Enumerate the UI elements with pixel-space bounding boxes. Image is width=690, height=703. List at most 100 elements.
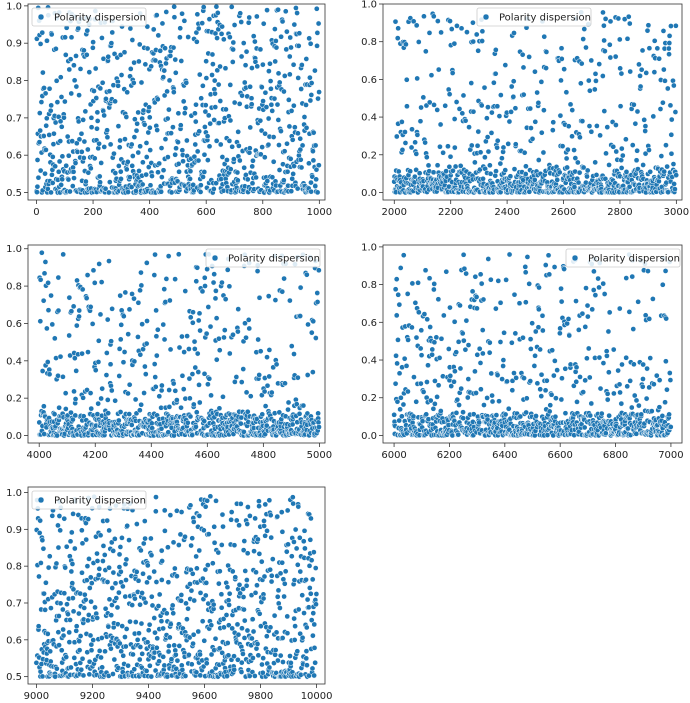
scatter-point bbox=[505, 141, 512, 147]
scatter-point bbox=[92, 604, 98, 611]
scatter-point bbox=[187, 502, 194, 509]
scatter-point bbox=[486, 339, 493, 346]
scatter-point bbox=[158, 145, 165, 151]
scatter-point bbox=[166, 106, 172, 113]
scatter-point bbox=[175, 139, 181, 146]
scatter-point bbox=[558, 298, 565, 305]
scatter-point bbox=[105, 189, 112, 196]
scatter-point bbox=[672, 186, 678, 192]
scatter-point bbox=[281, 88, 287, 95]
scatter-point bbox=[59, 176, 66, 183]
scatter-point bbox=[288, 188, 295, 195]
scatter-point bbox=[558, 396, 565, 403]
scatter-point bbox=[111, 656, 118, 663]
scatter-point bbox=[177, 34, 183, 41]
scatter-point bbox=[108, 382, 114, 389]
scatter-point bbox=[451, 318, 458, 325]
scatter-point bbox=[481, 402, 487, 408]
scatter-point bbox=[36, 139, 43, 145]
scatter-point bbox=[631, 361, 637, 368]
scatter-point bbox=[585, 313, 591, 320]
scatter-point bbox=[194, 350, 201, 357]
y-tick-label: 0.8 bbox=[6, 76, 22, 87]
scatter-point bbox=[447, 304, 453, 311]
scatter-point bbox=[135, 577, 142, 584]
scatter-point bbox=[472, 368, 478, 375]
scatter-point bbox=[57, 527, 64, 534]
scatter-point bbox=[476, 345, 483, 352]
scatter-point bbox=[64, 133, 71, 140]
scatter-point bbox=[606, 369, 612, 376]
scatter-point bbox=[288, 44, 294, 51]
scatter-point bbox=[216, 580, 222, 587]
scatter-point bbox=[196, 513, 203, 519]
scatter-point bbox=[212, 90, 218, 97]
scatter-point bbox=[40, 297, 47, 304]
scatter-point bbox=[147, 147, 154, 153]
scatter-point bbox=[181, 17, 188, 24]
scatter-point bbox=[189, 319, 196, 326]
scatter-point bbox=[308, 80, 315, 86]
scatter-point bbox=[431, 339, 438, 346]
scatter-point bbox=[91, 155, 98, 162]
scatter-point bbox=[194, 565, 200, 572]
scatter-point bbox=[256, 610, 263, 617]
scatter-point bbox=[268, 389, 275, 396]
scatter-point bbox=[84, 27, 91, 34]
scatter-point bbox=[161, 662, 168, 669]
scatter-point bbox=[559, 375, 565, 382]
scatter-point bbox=[437, 143, 443, 150]
scatter-point bbox=[71, 545, 78, 552]
scatter-point bbox=[139, 181, 146, 188]
scatter-point bbox=[170, 124, 176, 130]
scatter-point bbox=[224, 157, 230, 163]
scatter-point bbox=[39, 673, 46, 680]
x-tick-label: 2600 bbox=[551, 207, 576, 218]
scatter-point bbox=[243, 48, 250, 55]
scatter-point bbox=[637, 73, 643, 79]
scatter-point bbox=[150, 654, 157, 661]
scatter-point bbox=[522, 264, 529, 270]
scatter-point bbox=[42, 90, 49, 97]
scatter-point bbox=[209, 51, 216, 58]
x-tick-label: 4400 bbox=[139, 450, 164, 461]
scatter-point bbox=[154, 127, 160, 133]
scatter-point bbox=[475, 47, 482, 54]
scatter-point bbox=[68, 529, 75, 536]
scatter-point bbox=[69, 580, 76, 586]
scatter-point bbox=[124, 522, 131, 529]
scatter-point bbox=[170, 44, 177, 51]
scatter-point bbox=[83, 178, 89, 185]
scatter-point bbox=[618, 400, 625, 407]
scatter-point bbox=[520, 91, 527, 98]
scatter-point bbox=[36, 573, 42, 580]
scatter-point bbox=[668, 131, 675, 138]
scatter-point bbox=[312, 142, 319, 149]
scatter-point bbox=[507, 173, 514, 180]
scatter-point bbox=[285, 399, 292, 406]
scatter-point bbox=[566, 332, 573, 339]
scatter-point bbox=[186, 346, 192, 352]
scatter-point bbox=[208, 622, 215, 629]
scatter-point bbox=[175, 161, 182, 167]
scatter-point bbox=[291, 163, 297, 169]
scatter-point bbox=[144, 45, 151, 52]
scatter-point bbox=[273, 629, 280, 636]
scatter-point bbox=[171, 642, 178, 649]
scatter-point bbox=[520, 334, 526, 341]
scatter-point bbox=[240, 40, 247, 46]
scatter-point bbox=[308, 188, 314, 195]
scatter-point bbox=[163, 276, 170, 282]
scatter-point bbox=[532, 352, 538, 359]
scatter-point bbox=[274, 101, 281, 108]
scatter-point bbox=[193, 278, 200, 285]
scatter-point bbox=[432, 378, 438, 384]
scatter-point bbox=[588, 400, 595, 407]
scatter-point bbox=[197, 590, 204, 596]
scatter-point bbox=[309, 173, 316, 180]
scatter-point bbox=[205, 381, 211, 388]
scatter-point bbox=[232, 574, 239, 581]
x-tick-label: 200 bbox=[84, 207, 103, 218]
scatter-point bbox=[279, 18, 286, 25]
scatter-point bbox=[430, 405, 437, 412]
